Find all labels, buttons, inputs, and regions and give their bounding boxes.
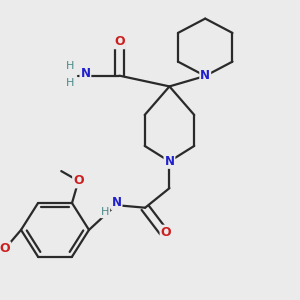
Text: N: N — [112, 196, 122, 209]
Text: H: H — [101, 207, 109, 217]
Text: H: H — [66, 61, 75, 71]
Text: O: O — [73, 174, 84, 188]
Text: O: O — [114, 35, 125, 48]
Text: O: O — [0, 242, 10, 255]
Text: N: N — [80, 67, 90, 80]
Text: N: N — [164, 155, 175, 168]
Text: N: N — [200, 70, 210, 83]
Text: O: O — [160, 226, 171, 239]
Text: H: H — [66, 78, 75, 88]
